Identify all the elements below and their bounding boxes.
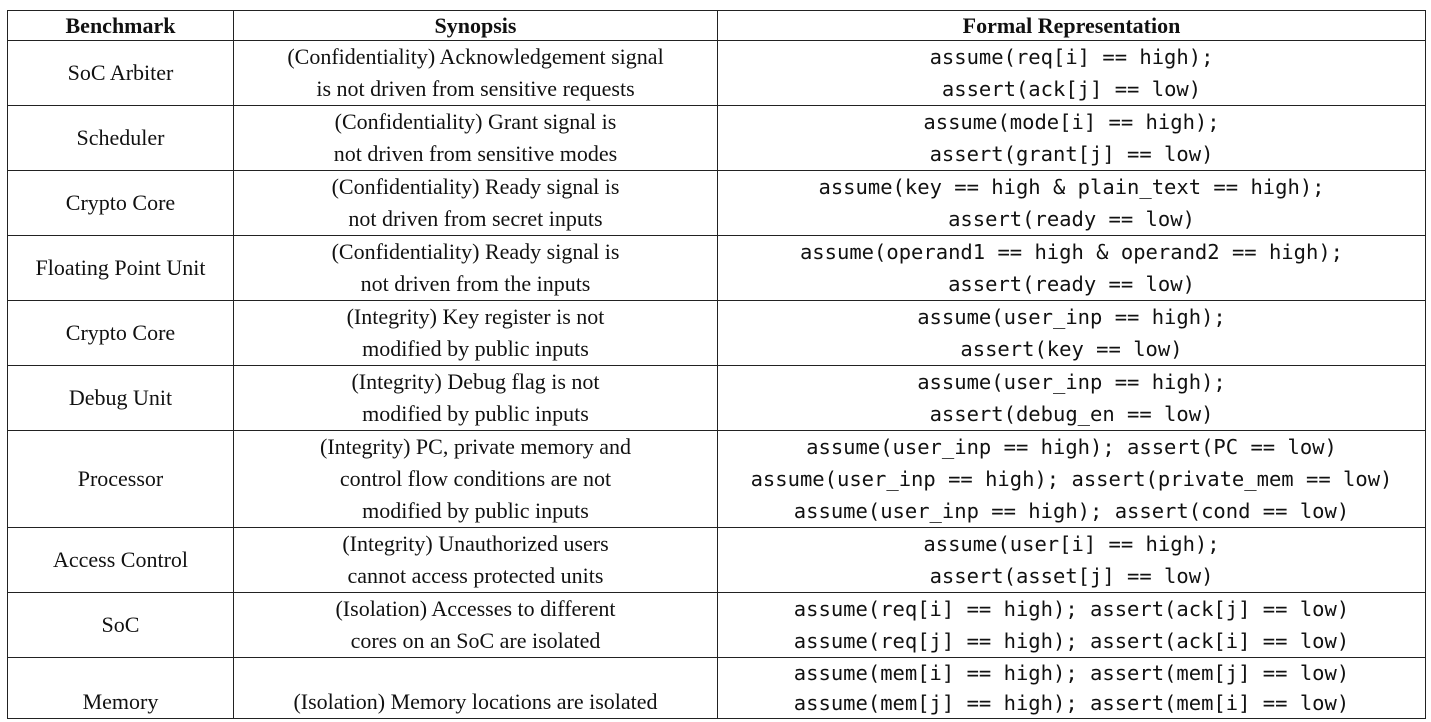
- synopsis-line: cannot access protected units: [347, 563, 604, 588]
- synopsis-line: (Isolation) Memory locations are isolate…: [293, 689, 658, 714]
- synopsis-line: (Confidentiality) Grant signal is: [334, 109, 617, 134]
- benchmark-cell: SoC: [7, 592, 234, 658]
- synopsis-cell: (Integrity) Unauthorized users cannot acc…: [233, 527, 718, 593]
- benchmark-cell: Scheduler: [7, 105, 234, 171]
- table-row: Floating Point Unit (Confidentiality) Rea…: [7, 235, 1426, 301]
- table-row: Scheduler (Confidentiality) Grant signal …: [7, 105, 1426, 171]
- synopsis-line: (Confidentiality) Ready signal is: [331, 239, 620, 264]
- formal-line: assume(user_inp == high); assert(private…: [750, 467, 1393, 491]
- benchmark-cell: Access Control: [7, 527, 234, 593]
- synopsis-line: modified by public inputs: [362, 498, 589, 523]
- formal-line: assume(user_inp == high);: [917, 370, 1226, 394]
- synopsis-cell: (Integrity) Debug flag is not modified by…: [233, 365, 718, 431]
- table-row: SoC Arbiter (Confidentiality) Acknowledge…: [7, 40, 1426, 106]
- table-row: Memory (Isolation) Memory locations are i…: [7, 657, 1426, 719]
- synopsis-line: (Isolation) Accesses to different: [335, 596, 616, 621]
- synopsis-line: (Integrity) Unauthorized users: [342, 531, 609, 556]
- formal-representation-cell: assume(user_inp == high); assert(key == l…: [717, 300, 1426, 366]
- synopsis-cell: (Confidentiality) Ready signal is not dri…: [233, 170, 718, 236]
- synopsis-line: control flow conditions are not: [339, 466, 612, 491]
- synopsis-line: (Integrity) Key register is not: [346, 304, 605, 329]
- formal-line: assume(req[i] == high); assert(ack[j] ==…: [793, 597, 1350, 621]
- formal-line: assert(asset[j] == low): [929, 564, 1214, 588]
- formal-representation-cell: assume(key == high & plain_text == high)…: [717, 170, 1426, 236]
- benchmark-cell: Memory: [7, 657, 234, 719]
- header-synopsis: Synopsis: [233, 10, 718, 41]
- synopsis-line: (Confidentiality) Ready signal is: [331, 174, 620, 199]
- synopsis-line: not driven from the inputs: [360, 271, 591, 296]
- header-benchmark: Benchmark: [7, 10, 234, 41]
- formal-line: assume(operand1 == high & operand2 == hi…: [799, 240, 1344, 264]
- synopsis-line: cores on an SoC are isolated: [350, 628, 601, 653]
- formal-representation-cell: assume(user[i] == high); assert(asset[j] …: [717, 527, 1426, 593]
- synopsis-cell: (Isolation) Memory locations are isolate…: [233, 657, 718, 719]
- synopsis-cell: (Integrity) PC, private memory and contro…: [233, 430, 718, 528]
- benchmark-table: Benchmark Synopsis Formal Representation…: [7, 10, 1426, 719]
- formal-line: assert(ready == low): [948, 207, 1195, 231]
- synopsis-cell: (Isolation) Accesses to different cores o…: [233, 592, 718, 658]
- formal-line: assert(grant[j] == low): [929, 142, 1214, 166]
- formal-line: assert(key == low): [960, 337, 1183, 361]
- synopsis-line: (Integrity) Debug flag is not: [351, 369, 600, 394]
- formal-line: assume(req[j] == high); assert(ack[i] ==…: [793, 629, 1350, 653]
- benchmark-cell: Debug Unit: [7, 365, 234, 431]
- header-formal-representation: Formal Representation: [717, 10, 1426, 41]
- formal-line: assume(user[i] == high);: [923, 532, 1220, 556]
- synopsis-cell: (Confidentiality) Acknowledgement signal…: [233, 40, 718, 106]
- table-row: Access Control (Integrity) Unauthorized u…: [7, 527, 1426, 593]
- table-row: Debug Unit (Integrity) Debug flag is not m…: [7, 365, 1426, 431]
- formal-line: assume(user_inp == high);: [917, 305, 1226, 329]
- formal-line: assume(user_inp == high); assert(PC == l…: [806, 435, 1337, 459]
- synopsis-cell: (Confidentiality) Grant signal is not dri…: [233, 105, 718, 171]
- header-row: Benchmark Synopsis Formal Representation: [7, 10, 1426, 41]
- formal-line: assert(ack[j] == low): [941, 77, 1202, 101]
- formal-representation-cell: assume(mem[i] == high); assert(mem[j] ==…: [717, 657, 1426, 719]
- synopsis-cell: (Integrity) Key register is not modified …: [233, 300, 718, 366]
- benchmark-cell: SoC Arbiter: [7, 40, 234, 106]
- synopsis-line: is not driven from sensitive requests: [316, 76, 635, 101]
- synopsis-line: not driven from sensitive modes: [333, 141, 618, 166]
- benchmark-cell: Floating Point Unit: [7, 235, 234, 301]
- synopsis-line: (Integrity) PC, private memory and: [320, 434, 631, 459]
- benchmark-cell: Processor: [7, 430, 234, 528]
- formal-line: assume(mode[i] == high);: [923, 110, 1220, 134]
- formal-line: assume(user_inp == high); assert(cond ==…: [793, 499, 1350, 523]
- formal-line: assume(req[i] == high);: [929, 45, 1214, 69]
- table-row: Processor (Integrity) PC, private memory …: [7, 430, 1426, 528]
- table-row: Crypto Core (Integrity) Key register is n…: [7, 300, 1426, 366]
- formal-representation-cell: assume(operand1 == high & operand2 == hi…: [717, 235, 1426, 301]
- formal-line: assume(key == high & plain_text == high)…: [818, 175, 1325, 199]
- formal-representation-cell: assume(req[i] == high); assert(ack[j] ==…: [717, 592, 1426, 658]
- benchmark-cell: Crypto Core: [7, 300, 234, 366]
- formal-line: assume(mem[i] == high); assert(mem[j] ==…: [793, 661, 1350, 685]
- formal-line: assume(mem[j] == high); assert(mem[i] ==…: [793, 691, 1350, 715]
- synopsis-line: not driven from secret inputs: [348, 206, 603, 231]
- synopsis-line: (Confidentiality) Acknowledgement signal: [287, 44, 664, 69]
- synopsis-cell: (Confidentiality) Ready signal is not dri…: [233, 235, 718, 301]
- table-row: Crypto Core (Confidentiality) Ready signa…: [7, 170, 1426, 236]
- formal-line: assert(ready == low): [948, 272, 1195, 296]
- table-body: SoC Arbiter (Confidentiality) Acknowledge…: [7, 40, 1426, 719]
- synopsis-line: modified by public inputs: [362, 401, 589, 426]
- formal-representation-cell: assume(mode[i] == high); assert(grant[j] …: [717, 105, 1426, 171]
- formal-representation-cell: assume(user_inp == high); assert(debug_en…: [717, 365, 1426, 431]
- formal-representation-cell: assume(user_inp == high); assert(PC == l…: [717, 430, 1426, 528]
- formal-representation-cell: assume(req[i] == high); assert(ack[j] == …: [717, 40, 1426, 106]
- synopsis-line: modified by public inputs: [362, 336, 589, 361]
- formal-line: assert(debug_en == low): [929, 402, 1214, 426]
- table-row: SoC (Isolation) Accesses to different core…: [7, 592, 1426, 658]
- benchmark-cell: Crypto Core: [7, 170, 234, 236]
